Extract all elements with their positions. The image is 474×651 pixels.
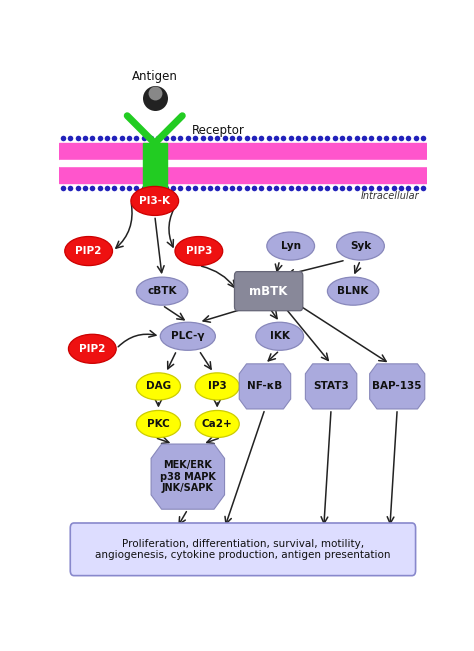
Ellipse shape xyxy=(160,322,215,350)
Text: Proliferation, differentiation, survival, motility,
angiogenesis, cytokine produ: Proliferation, differentiation, survival… xyxy=(95,538,391,560)
Text: DAG: DAG xyxy=(146,381,171,391)
Text: Lyn: Lyn xyxy=(281,241,301,251)
Ellipse shape xyxy=(68,334,116,363)
Ellipse shape xyxy=(337,232,384,260)
Polygon shape xyxy=(305,364,357,409)
Ellipse shape xyxy=(195,411,239,437)
Ellipse shape xyxy=(328,277,379,305)
Text: mBTK: mBTK xyxy=(249,284,288,298)
Text: BLNK: BLNK xyxy=(337,286,369,296)
Text: cBTK: cBTK xyxy=(147,286,177,296)
Text: PLC-γ: PLC-γ xyxy=(171,331,205,341)
Polygon shape xyxy=(239,364,291,409)
Bar xyxy=(143,143,166,188)
Text: PIP2: PIP2 xyxy=(79,344,106,353)
Text: BAP-135: BAP-135 xyxy=(373,381,422,391)
Text: IP3: IP3 xyxy=(208,381,227,391)
FancyBboxPatch shape xyxy=(235,271,303,311)
Text: PI3-K: PI3-K xyxy=(139,196,170,206)
Text: Ca2+: Ca2+ xyxy=(202,419,233,429)
Ellipse shape xyxy=(137,277,188,305)
Text: PIP2: PIP2 xyxy=(75,246,102,256)
Text: PIP3: PIP3 xyxy=(186,246,212,256)
Polygon shape xyxy=(370,364,425,409)
Text: PKC: PKC xyxy=(147,419,170,429)
Ellipse shape xyxy=(175,236,223,266)
Bar xyxy=(59,160,427,167)
Ellipse shape xyxy=(256,322,303,350)
Ellipse shape xyxy=(195,373,239,400)
Ellipse shape xyxy=(65,236,112,266)
Ellipse shape xyxy=(131,186,179,215)
Ellipse shape xyxy=(137,411,181,437)
Text: Receptor: Receptor xyxy=(191,124,245,137)
Polygon shape xyxy=(151,444,225,509)
Text: Intracellular: Intracellular xyxy=(361,191,419,201)
Text: MEK/ERK
p38 MAPK
JNK/SAPK: MEK/ERK p38 MAPK JNK/SAPK xyxy=(160,460,216,493)
Text: Antigen: Antigen xyxy=(132,70,178,83)
Ellipse shape xyxy=(137,373,181,400)
Ellipse shape xyxy=(267,232,315,260)
Text: IKK: IKK xyxy=(270,331,290,341)
Bar xyxy=(59,143,427,184)
FancyBboxPatch shape xyxy=(70,523,416,575)
Text: Syk: Syk xyxy=(350,241,371,251)
Text: STAT3: STAT3 xyxy=(313,381,349,391)
Text: NF-κB: NF-κB xyxy=(247,381,283,391)
